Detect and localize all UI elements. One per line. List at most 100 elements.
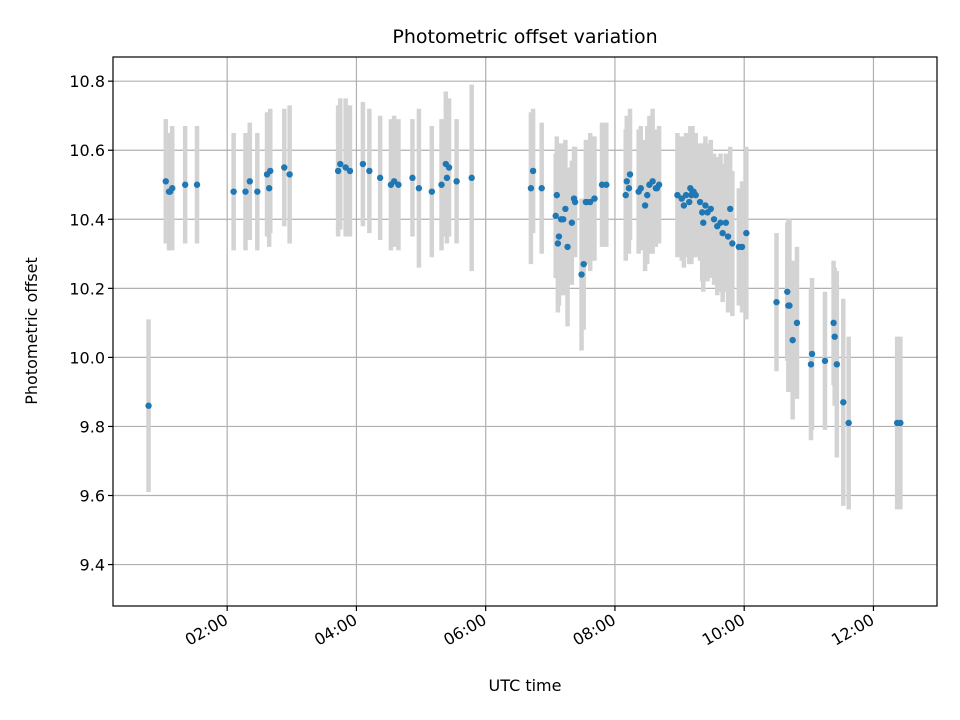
data-point [193, 181, 201, 188]
data-point [784, 288, 791, 295]
data-point [793, 319, 801, 327]
data-point [390, 178, 398, 185]
data-point [717, 219, 724, 226]
data-point [808, 350, 816, 358]
data-point [729, 240, 736, 247]
data-point [453, 178, 460, 185]
data-point [807, 361, 815, 368]
data-point [395, 181, 402, 188]
data-point [726, 205, 734, 213]
data-point [831, 333, 838, 340]
data-point [678, 195, 685, 202]
data-point [554, 240, 562, 247]
data-point [586, 198, 594, 206]
data-point [366, 167, 373, 175]
data-point [564, 243, 571, 251]
data-point [591, 195, 598, 202]
data-point [230, 188, 237, 195]
y-tick-label: 9.8 [80, 417, 105, 436]
data-point [162, 178, 169, 185]
data-point [897, 419, 904, 427]
plot-frame [112, 56, 938, 607]
data-point [342, 164, 349, 171]
data-point [445, 164, 453, 171]
data-point [840, 399, 847, 406]
data-point [641, 202, 649, 209]
x-axis-label: UTC time [489, 676, 562, 695]
data-point [562, 205, 569, 213]
data-point [246, 178, 253, 185]
data-point [644, 191, 651, 199]
data-point [580, 260, 587, 268]
data-point [696, 198, 704, 206]
data-point [555, 233, 563, 240]
y-tick-label: 10.6 [69, 141, 105, 160]
data-point [254, 188, 261, 195]
data-point [145, 402, 152, 409]
data-point [674, 191, 681, 199]
y-tick-label: 10.2 [69, 279, 105, 298]
data-point [281, 164, 288, 171]
data-point [625, 185, 633, 192]
grid [113, 57, 937, 606]
data-point [286, 171, 293, 178]
data-point [655, 181, 663, 188]
data-point [415, 185, 423, 192]
data-point [568, 219, 576, 226]
data-point [337, 160, 344, 168]
data-point [680, 202, 688, 209]
data-point [571, 198, 579, 206]
y-tick-label: 10.8 [69, 72, 105, 91]
data-point [637, 185, 644, 192]
data-point [527, 185, 535, 192]
data-point [692, 191, 699, 199]
y-tick-label: 10.4 [69, 210, 105, 229]
data-point [698, 209, 706, 216]
data-point [682, 191, 690, 199]
data-point [738, 243, 746, 251]
data-point [702, 202, 709, 209]
data-point [553, 191, 560, 199]
data-point [552, 212, 559, 220]
y-axis-label: Photometric offset [22, 257, 41, 405]
data-point [622, 191, 629, 199]
data-point [376, 174, 384, 182]
data-point [603, 181, 610, 188]
data-point [833, 361, 841, 368]
data-point [773, 298, 780, 306]
data-point [626, 171, 634, 178]
data-point [468, 174, 475, 182]
y-tick-label: 9.6 [80, 487, 105, 506]
data-point [821, 357, 829, 365]
data-point [719, 229, 726, 237]
data-point [743, 229, 750, 237]
data-point [169, 185, 176, 192]
data-point [830, 319, 837, 327]
data-point [265, 185, 273, 192]
data-point [409, 174, 416, 182]
data-point [334, 167, 342, 175]
data-point [267, 167, 274, 175]
data-point [242, 188, 249, 195]
data-point [623, 178, 630, 185]
data-points [145, 160, 904, 427]
data-point [359, 160, 367, 168]
y-tick-label: 9.4 [80, 556, 105, 575]
data-point [724, 233, 732, 240]
data-point [181, 181, 189, 188]
data-point [649, 178, 656, 185]
data-point [786, 302, 793, 309]
data-point [443, 174, 451, 182]
data-point [722, 219, 730, 226]
data-point [700, 219, 707, 226]
data-point [707, 205, 715, 213]
chart-title: Photometric offset variation [392, 26, 657, 48]
data-point [686, 198, 693, 206]
data-point [560, 216, 567, 223]
data-point [845, 419, 852, 427]
data-point [428, 188, 436, 195]
data-point [710, 216, 718, 223]
data-point [578, 271, 585, 278]
